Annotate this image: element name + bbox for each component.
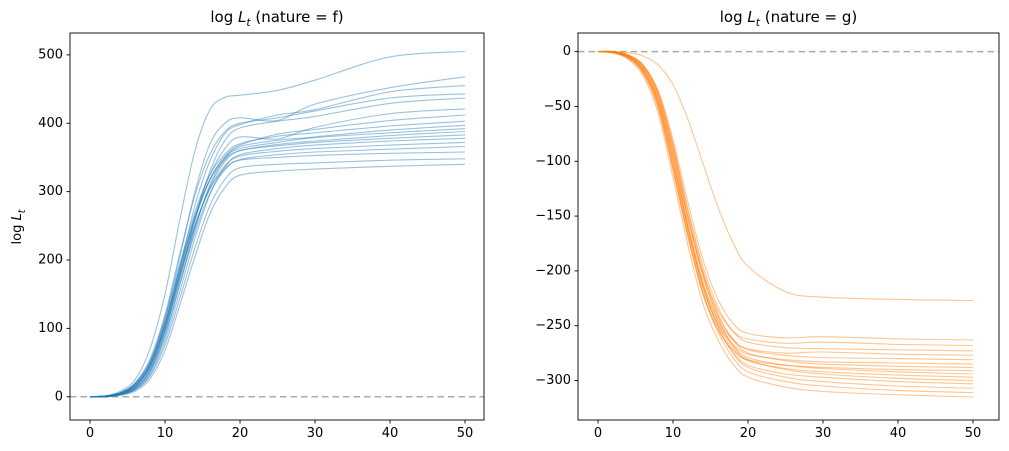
trajectory-line <box>89 124 466 398</box>
trajectory-line <box>597 50 974 389</box>
panel-left: 0 10 20 30 40 50 0 100 200 300 400 500 log Lt (natu… <box>10 6 485 441</box>
title-suffix: (nature = g) <box>759 8 858 26</box>
trajectory-line <box>89 145 466 398</box>
y-tick-label: −300 <box>535 373 571 388</box>
trajectory-line <box>89 137 466 398</box>
trajectory-line <box>89 93 466 398</box>
y-tick-label: −250 <box>535 318 571 333</box>
y-tick-label: −100 <box>535 154 571 169</box>
trajectory-line <box>597 51 974 356</box>
axis-ticks <box>66 54 466 424</box>
y-tick-label: 500 <box>38 47 63 62</box>
right-chart: 0 10 20 30 40 50 0 −50 −100 −150 −200 −250 −300 <box>535 32 1000 441</box>
right-chart-title: log Lt (nature = g) <box>578 6 999 29</box>
title-subscript: t <box>246 16 251 29</box>
trajectory-line <box>89 114 466 398</box>
trajectory-line <box>597 50 974 368</box>
y-tick-label: −200 <box>535 263 571 278</box>
trajectory-lines <box>89 50 466 398</box>
ylabel-subscript: t <box>16 209 28 214</box>
trajectory-line <box>89 163 466 398</box>
trajectory-line <box>597 51 974 372</box>
panel-right: 0 10 20 30 40 50 0 −50 −100 −150 −200 −250 −300 log … <box>505 0 1009 451</box>
trajectory-line <box>89 97 466 398</box>
trajectory-line <box>89 130 466 398</box>
trajectory-line <box>89 158 466 398</box>
y-tick-label: 0 <box>563 44 571 59</box>
title-prefix: log <box>719 8 748 26</box>
y-tick-label: −150 <box>535 209 571 224</box>
title-variable: L <box>238 8 247 26</box>
trajectory-line <box>597 50 974 361</box>
trajectory-line <box>597 51 974 365</box>
trajectory-line <box>89 85 466 398</box>
title-prefix: log <box>210 8 239 26</box>
trajectory-line <box>597 51 974 394</box>
title-subscript: t <box>755 16 760 29</box>
trajectory-line <box>597 51 974 347</box>
x-tick-label: 0 <box>86 426 94 441</box>
trajectory-line <box>89 151 466 398</box>
x-tick-label: 30 <box>815 426 832 441</box>
trajectory-line <box>89 108 466 398</box>
axes-spines <box>577 32 1000 421</box>
axis-ticks <box>574 51 974 424</box>
y-tick-label: −50 <box>544 99 571 114</box>
left-chart-title: log Lt (nature = f) <box>70 6 484 29</box>
trajectory-line <box>597 51 974 302</box>
trajectory-lines <box>597 50 974 398</box>
y-tick-label: 200 <box>38 253 63 268</box>
trajectory-line <box>597 50 974 375</box>
trajectory-line <box>89 50 466 398</box>
trajectory-line <box>597 50 974 341</box>
trajectory-line <box>597 50 974 352</box>
x-tick-label: 40 <box>890 426 907 441</box>
axes-spines <box>69 32 485 421</box>
y-tick-label: 400 <box>38 116 63 131</box>
trajectory-line <box>89 128 466 398</box>
x-tick-label: 10 <box>665 426 682 441</box>
trajectory-line <box>597 51 974 385</box>
trajectory-line <box>597 50 974 382</box>
ylabel-variable: L <box>10 213 26 221</box>
x-tick-label: 50 <box>965 426 982 441</box>
y-tick-label: 0 <box>55 389 63 404</box>
x-tick-label: 10 <box>157 426 174 441</box>
x-tick-label: 50 <box>457 426 474 441</box>
trajectory-line <box>89 134 466 398</box>
title-variable: L <box>747 8 756 26</box>
title-suffix: (nature = f) <box>250 8 344 26</box>
trajectory-line <box>89 141 466 398</box>
y-tick-label: 300 <box>38 184 63 199</box>
x-tick-label: 40 <box>382 426 399 441</box>
trajectory-line <box>89 76 466 398</box>
trajectory-line <box>597 51 974 378</box>
axis-tick-labels: 0 10 20 30 40 50 0 −50 −100 −150 −200 −250 −300 <box>535 44 981 441</box>
x-tick-label: 30 <box>307 426 324 441</box>
x-tick-label: 0 <box>594 426 602 441</box>
y-tick-label: 100 <box>38 321 63 336</box>
x-tick-label: 20 <box>740 426 757 441</box>
trajectory-line <box>597 51 974 398</box>
trajectory-line <box>89 120 466 398</box>
ylabel-prefix: log <box>10 220 26 245</box>
y-axis-label: log Lt <box>10 210 28 245</box>
x-tick-label: 20 <box>232 426 249 441</box>
